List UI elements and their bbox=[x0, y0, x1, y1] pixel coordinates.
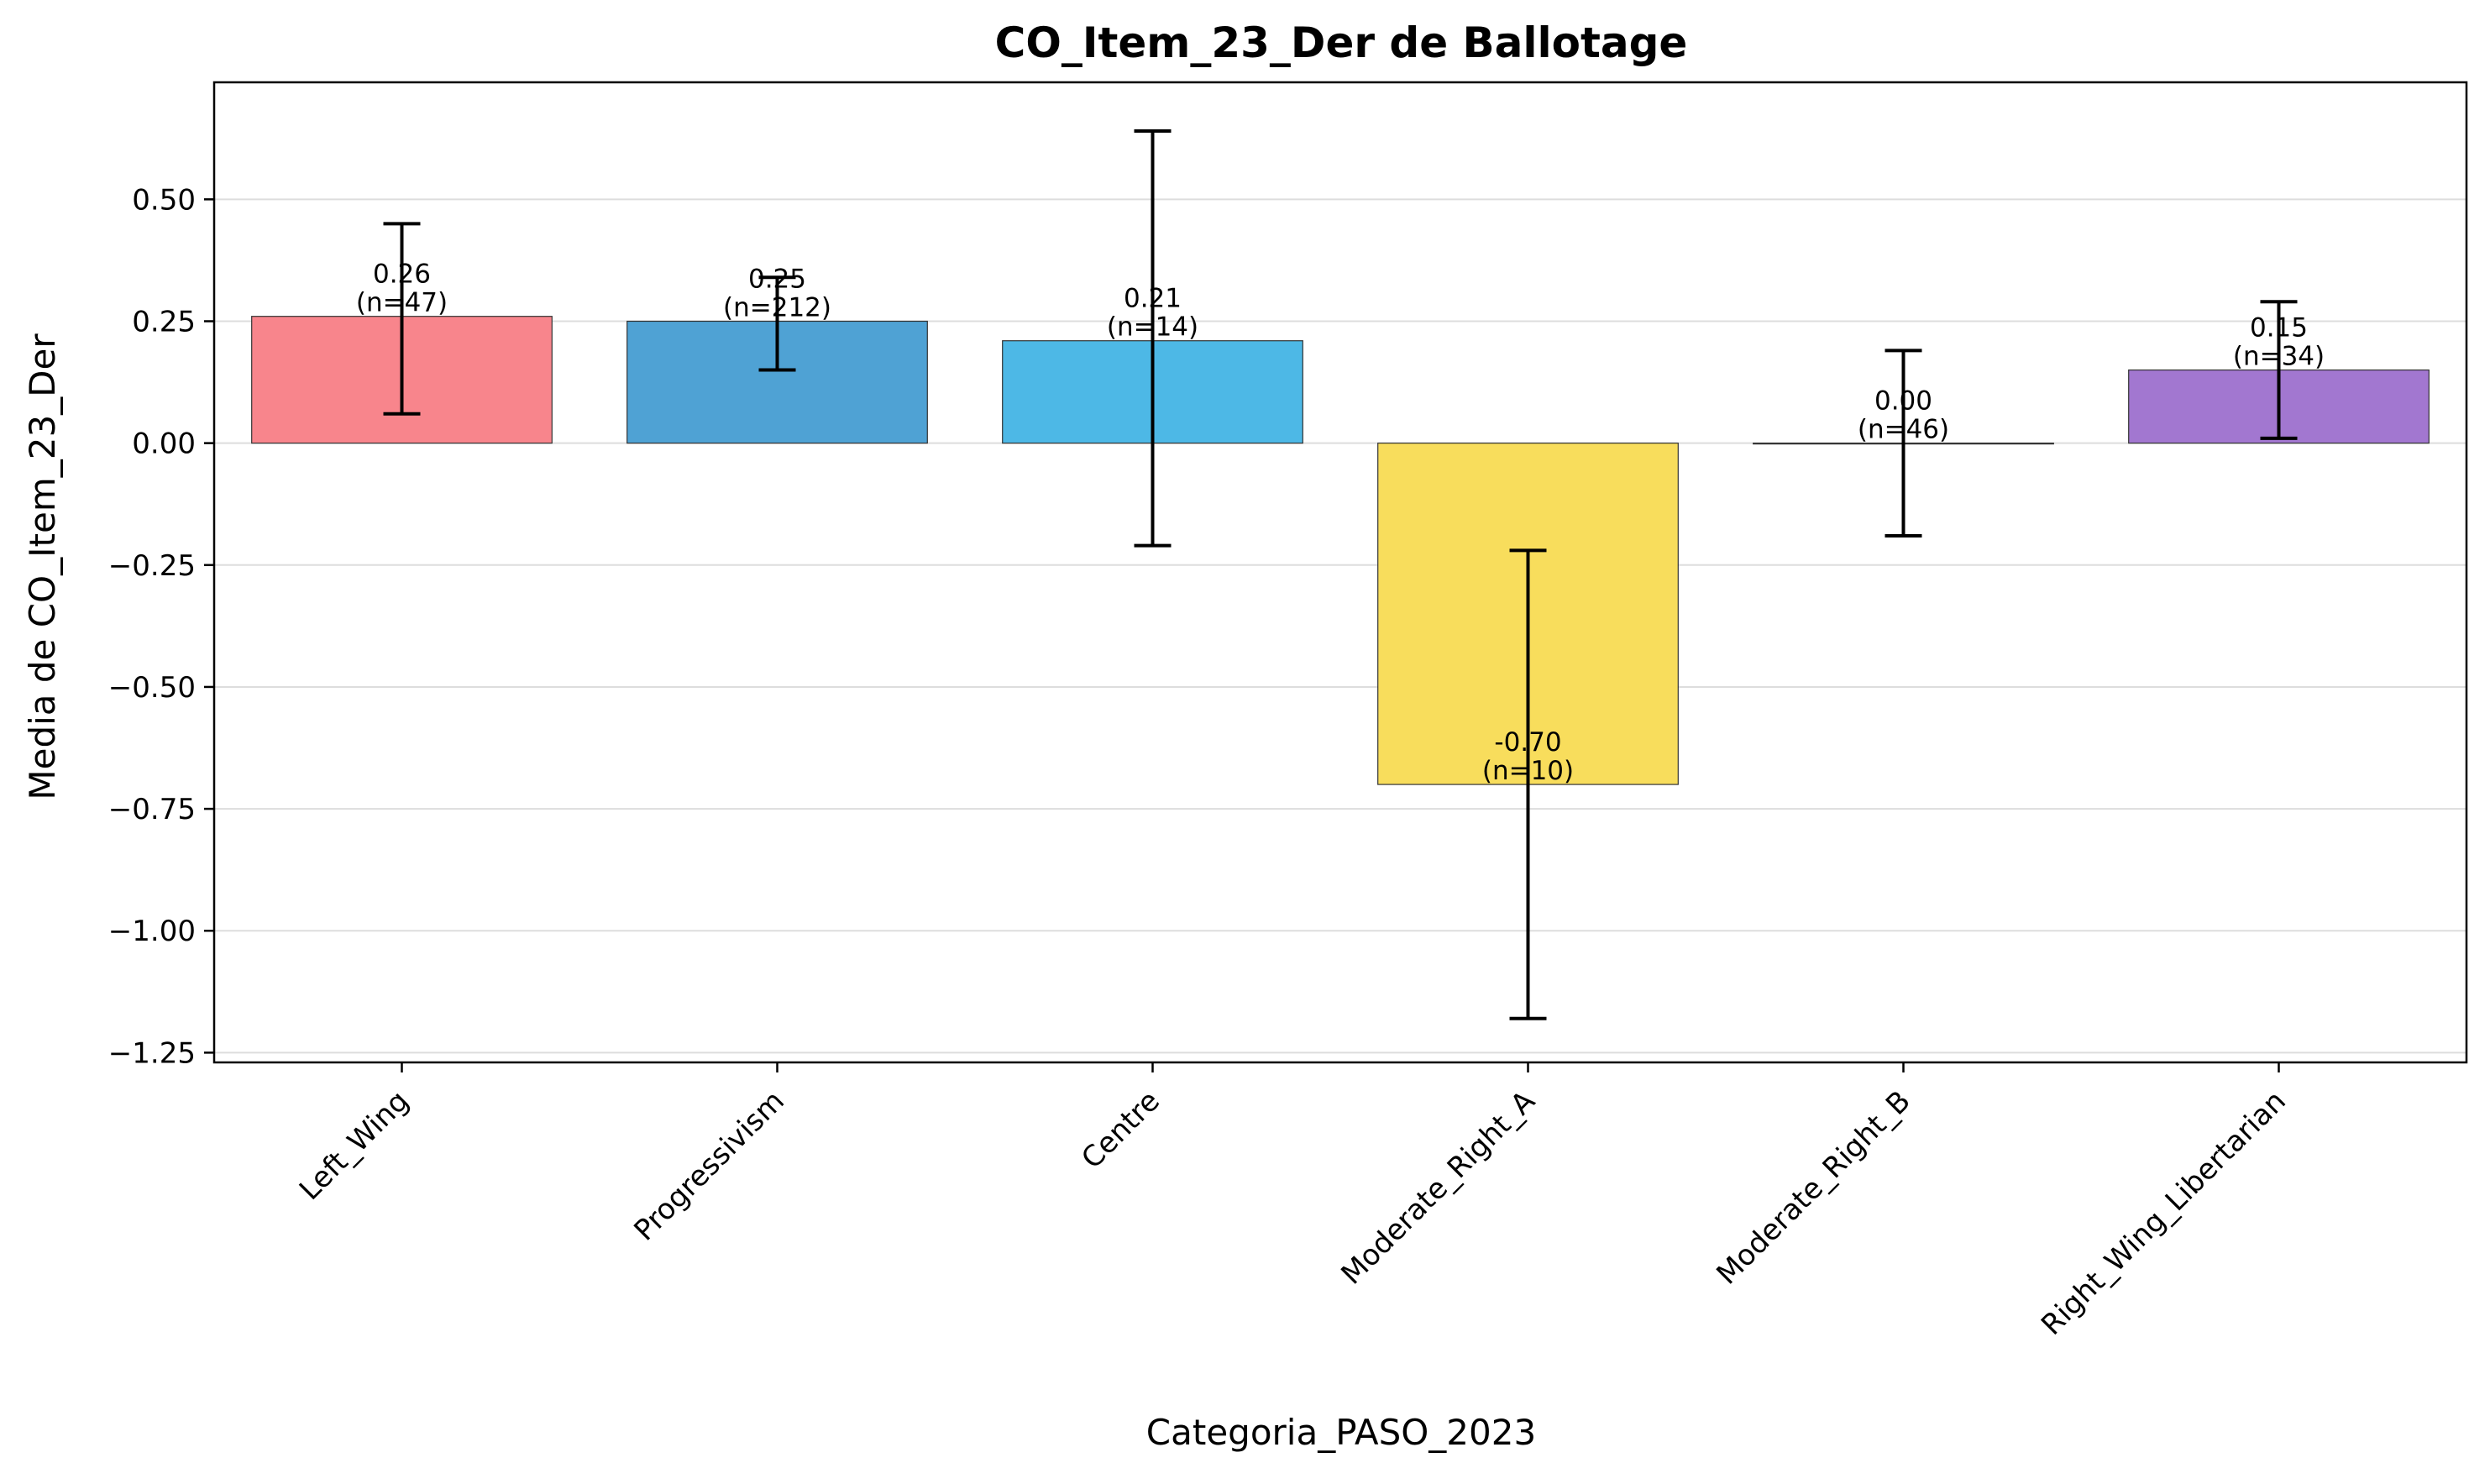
y-tick-label: −0.50 bbox=[108, 671, 196, 705]
count-label: (n=47) bbox=[356, 288, 448, 318]
value-label: 0.21 bbox=[1124, 284, 1182, 314]
error-bars bbox=[383, 129, 2298, 1020]
y-tick-label: −1.25 bbox=[108, 1036, 196, 1070]
value-label: 0.15 bbox=[2250, 313, 2308, 343]
x-axis-label: Categoria_PASO_2023 bbox=[1146, 1412, 1536, 1453]
count-label: (n=10) bbox=[1482, 756, 1574, 786]
value-label: -0.70 bbox=[1494, 727, 1561, 758]
y-axis-label: Media de CO_Item_23_Der bbox=[22, 333, 63, 800]
value-label: 0.00 bbox=[1874, 386, 1932, 417]
value-label: 0.25 bbox=[748, 264, 806, 294]
count-label: (n=34) bbox=[2233, 342, 2325, 372]
grid bbox=[214, 198, 2466, 1054]
y-tick-label: 0.00 bbox=[132, 427, 196, 461]
bar-labels: 0.26(n=47) 0.25(n=212) 0.21(n=14) -0.70(n=1… bbox=[356, 260, 2325, 786]
y-tick-label: −1.00 bbox=[108, 915, 196, 948]
y-tick-label: −0.25 bbox=[108, 549, 196, 583]
chart-title: CO_Item_23_Der de Ballotage bbox=[995, 18, 1688, 67]
plot-frame bbox=[212, 81, 2468, 1064]
count-label: (n=14) bbox=[1107, 312, 1198, 343]
count-label: (n=46) bbox=[1858, 415, 1949, 445]
count-label: (n=212) bbox=[723, 292, 831, 322]
y-axis-ticks: 0.50 0.25 0.00 −0.25 −0.50 −0.75 −1.00 −1.25 bbox=[108, 183, 214, 1070]
y-tick-label: 0.50 bbox=[132, 183, 196, 217]
value-label: 0.26 bbox=[373, 260, 431, 290]
y-tick-label: 0.25 bbox=[132, 305, 196, 338]
y-tick-label: −0.75 bbox=[108, 793, 196, 826]
